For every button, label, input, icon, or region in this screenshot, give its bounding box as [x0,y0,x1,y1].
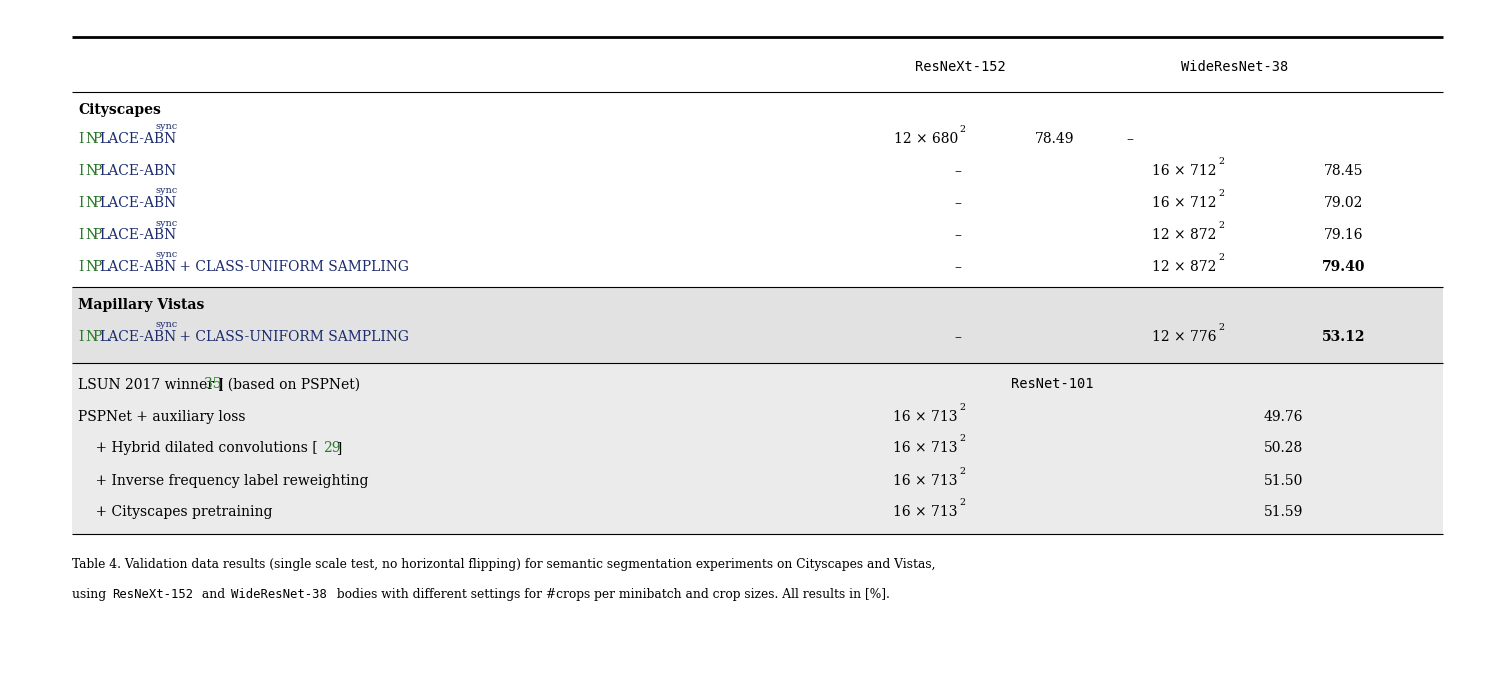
Text: I: I [78,330,84,344]
Bar [72,287,1443,363]
Text: sync: sync [155,186,178,195]
Text: + CLASS-UNIFORM SAMPLING: + CLASS-UNIFORM SAMPLING [175,330,410,344]
Text: 2: 2 [1218,323,1224,332]
Text: 29: 29 [324,441,340,455]
Text: LSUN 2017 winner [: LSUN 2017 winner [ [78,377,224,391]
Text: –: – [955,196,961,210]
Text: N: N [86,260,98,274]
Text: bodies with different settings for #crops per minibatch and crop sizes. All resu: bodies with different settings for #crop… [333,588,890,601]
Text: 2: 2 [1218,189,1224,198]
Text: 2: 2 [959,498,965,508]
Text: N: N [86,228,98,242]
Text: PSPNet + auxiliary loss: PSPNet + auxiliary loss [78,410,245,423]
Text: P: P [92,260,101,274]
Text: using: using [72,588,110,601]
Text: 78.45: 78.45 [1324,164,1363,178]
Text: 16 × 713: 16 × 713 [893,410,958,423]
Text: 16 × 713: 16 × 713 [893,506,958,519]
Text: I: I [78,132,84,146]
Text: ResNeXt-152: ResNeXt-152 [916,61,1006,74]
Text: N: N [86,164,98,178]
Text: sync: sync [155,122,178,131]
Text: –: – [955,164,961,178]
Text: 53.12: 53.12 [1322,330,1364,344]
Text: N: N [86,330,98,344]
Text: + CLASS-UNIFORM SAMPLING: + CLASS-UNIFORM SAMPLING [175,260,410,274]
Text: Cityscapes: Cityscapes [78,103,161,117]
Text: 78.49: 78.49 [1035,132,1074,146]
Text: 49.76: 49.76 [1264,410,1303,423]
Text: 50.28: 50.28 [1264,441,1303,455]
Text: 16 × 713: 16 × 713 [893,474,958,487]
Text: 79.40: 79.40 [1322,260,1364,274]
Text: 79.16: 79.16 [1324,228,1363,242]
Text: 2: 2 [1218,157,1224,166]
Text: 2: 2 [959,402,965,412]
Text: 16 × 712: 16 × 712 [1152,196,1217,210]
Text: –: – [1126,132,1133,146]
Text: I: I [78,228,84,242]
Text: LACE-ABN: LACE-ABN [99,330,176,344]
Text: sync: sync [155,320,178,330]
Text: Mapillary Vistas: Mapillary Vistas [78,299,205,312]
Text: P: P [92,164,101,178]
Text: 2: 2 [1218,253,1224,262]
Text: ResNet-101: ResNet-101 [1012,377,1093,391]
Text: 79.02: 79.02 [1324,196,1363,210]
Text: P: P [92,196,101,210]
Text: I: I [78,196,84,210]
Text: 12 × 872: 12 × 872 [1152,228,1217,242]
Text: 2: 2 [1218,221,1224,231]
Text: 16 × 713: 16 × 713 [893,441,958,455]
Text: ] (based on PSPNet): ] (based on PSPNet) [218,377,360,391]
Text: 2: 2 [959,434,965,443]
Text: LACE-ABN: LACE-ABN [99,228,176,242]
Text: LACE-ABN: LACE-ABN [99,132,176,146]
Text: + Cityscapes pretraining: + Cityscapes pretraining [78,506,273,519]
Text: N: N [86,196,98,210]
Text: sync: sync [155,250,178,259]
Text: LACE-ABN: LACE-ABN [99,196,176,210]
Text: 35: 35 [205,377,221,391]
Bar [72,363,1443,534]
Text: 16 × 712: 16 × 712 [1152,164,1217,178]
Text: ]: ] [337,441,343,455]
Text: and: and [199,588,229,601]
Text: + Hybrid dilated convolutions [: + Hybrid dilated convolutions [ [78,441,318,455]
Text: ResNeXt-152: ResNeXt-152 [111,588,193,601]
Text: –: – [955,228,961,242]
Text: 2: 2 [959,125,965,134]
Text: WideResNet-38: WideResNet-38 [1181,61,1289,74]
Text: I: I [78,260,84,274]
Text: –: – [955,260,961,274]
Text: P: P [92,228,101,242]
Text: + Inverse frequency label reweighting: + Inverse frequency label reweighting [78,474,369,487]
Text: I: I [78,164,84,178]
Text: 12 × 680: 12 × 680 [893,132,958,146]
Text: 51.59: 51.59 [1264,506,1303,519]
Text: 12 × 776: 12 × 776 [1152,330,1217,344]
Text: P: P [92,132,101,146]
Text: –: – [955,330,961,344]
Text: N: N [86,132,98,146]
Text: P: P [92,330,101,344]
Text: Table 4. Validation data results (single scale test, no horizontal flipping) for: Table 4. Validation data results (single… [72,557,935,571]
Text: 51.50: 51.50 [1264,474,1303,487]
Text: 2: 2 [959,466,965,476]
Text: LACE-ABN: LACE-ABN [99,260,176,274]
Text: 12 × 872: 12 × 872 [1152,260,1217,274]
Text: LACE-ABN: LACE-ABN [99,164,176,178]
Text: WideResNet-38: WideResNet-38 [232,588,327,601]
Text: sync: sync [155,218,178,228]
